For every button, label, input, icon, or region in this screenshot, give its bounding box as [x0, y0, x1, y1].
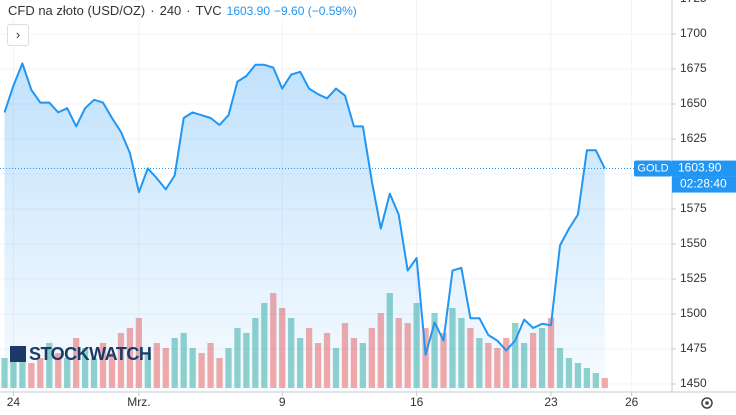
- watermark-text: STOCKWATCH: [29, 344, 152, 364]
- y-tick-label: 1525: [680, 271, 707, 285]
- x-tick-label: 24: [7, 395, 21, 409]
- axis-bg-bottom: [0, 392, 736, 415]
- y-tick-label: 1450: [680, 376, 707, 390]
- last-price-tag: [672, 160, 736, 177]
- last-price-label: 1603.90: [678, 161, 722, 175]
- watermark: STOCKWATCH: [10, 344, 152, 365]
- series-tag: [634, 160, 672, 177]
- symbol-title: CFD na złoto (USD/OZ): [8, 3, 146, 18]
- header: CFD na złoto (USD/OZ) · 240 · TVC 1603.90 −9.6…: [6, 2, 363, 19]
- x-tick-label: 9: [279, 395, 286, 409]
- y-tick-label: 1550: [680, 236, 707, 250]
- interval[interactable]: 240: [159, 3, 182, 18]
- settings-button[interactable]: [701, 397, 713, 409]
- gear-hub: [705, 401, 709, 405]
- expand-button[interactable]: ›: [7, 24, 29, 46]
- gear-ring: [701, 397, 713, 409]
- change: −9.60 (−0.59%): [274, 4, 357, 18]
- series-tag-label: GOLD: [637, 162, 668, 174]
- y-tick-label: 1500: [680, 306, 707, 320]
- countdown-tag: [672, 176, 736, 193]
- y-tick-label: 1575: [680, 201, 707, 215]
- price-line: [3, 62, 606, 356]
- y-tick-label: 1650: [680, 96, 707, 110]
- area: [4, 63, 605, 393]
- x-tick-label: 26: [625, 395, 639, 409]
- y-tick-label: 1725: [680, 0, 707, 5]
- y-tick-label: 1625: [680, 131, 707, 145]
- axis-bg: [672, 0, 736, 415]
- volume-bar: [1, 358, 8, 388]
- y-tick-label: 1675: [680, 61, 707, 75]
- y-tick-label: 1475: [680, 341, 707, 355]
- countdown-label: 02:28:40: [680, 177, 727, 191]
- x-tick-label: 16: [410, 395, 424, 409]
- y-tick-label: 1700: [680, 26, 707, 40]
- x-tick-label: Mrz.: [127, 395, 150, 409]
- price: 1603.90: [226, 4, 271, 18]
- x-tick-label: 23: [544, 395, 558, 409]
- source: TVC: [195, 3, 222, 18]
